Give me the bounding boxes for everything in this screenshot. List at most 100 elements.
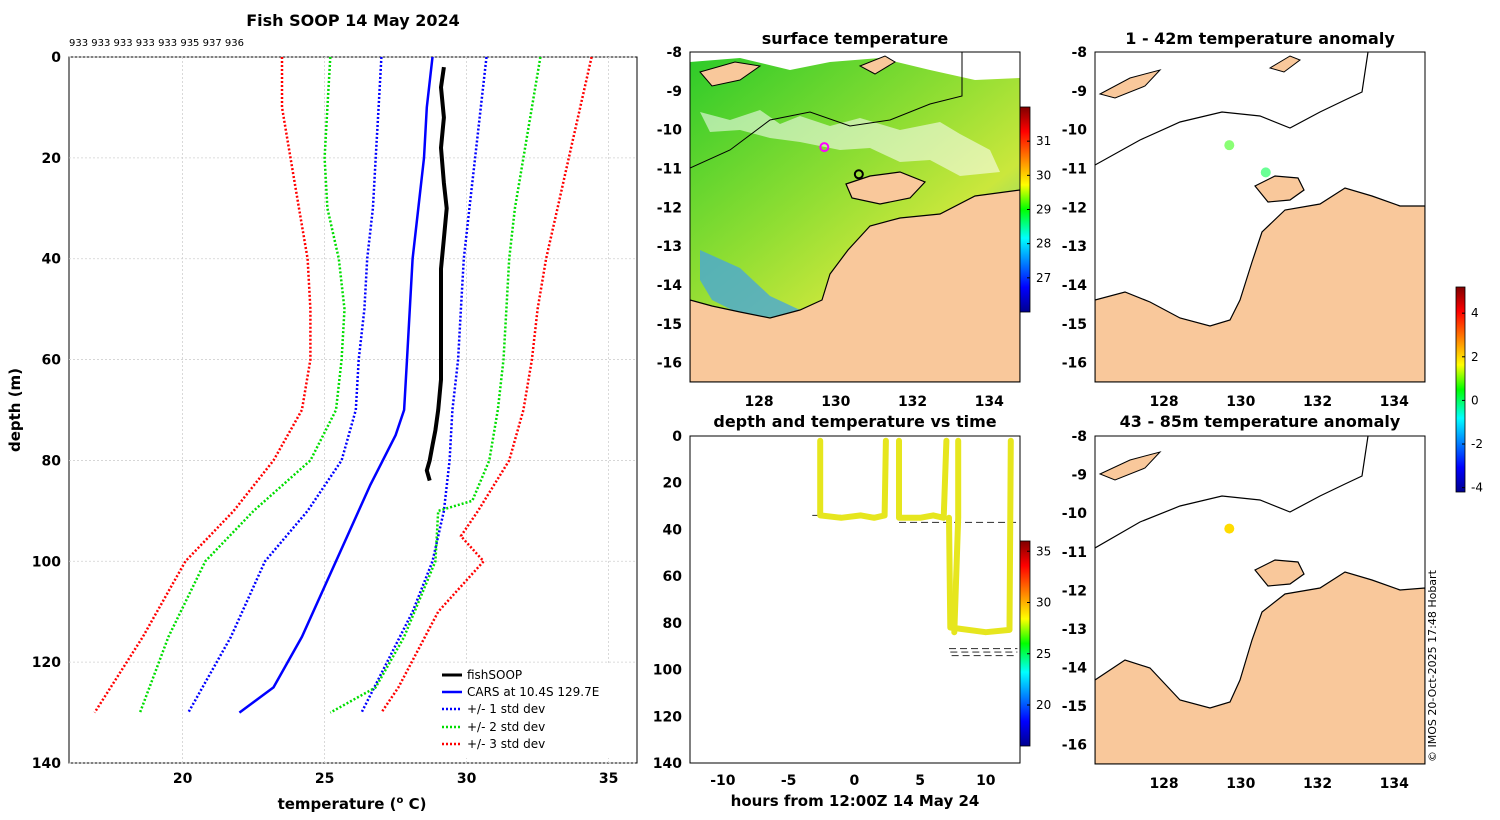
profile-xtick-label: 20 (173, 771, 193, 787)
time-colorbar-tick-label: 25 (1036, 647, 1051, 661)
profile-series-cars-3-std (380, 56, 593, 714)
profile-xtick-label: 30 (457, 771, 477, 787)
surface-xtick-label: 130 (821, 394, 850, 410)
profile-ytick-label: 140 (32, 756, 61, 772)
depth-time-panel: depth and temperature vs time -10 -5 0 5 100… (653, 412, 1052, 810)
anomaly1-land-timor (1098, 69, 1162, 99)
anomaly1-ytick-label: -8 (1071, 45, 1087, 61)
time-depth-track (951, 437, 962, 636)
anomaly2-xtick-label: 130 (1226, 776, 1255, 792)
surface-colorbar-tick-label: 30 (1036, 168, 1051, 182)
anomaly2-axes-box (1094, 435, 1426, 765)
profile-xlabel: temperature (o C) (278, 795, 427, 813)
anomaly2-ytick-label: -10 (1062, 506, 1088, 522)
time-depth-track (896, 437, 950, 521)
anomaly1-ytick-label: -16 (1062, 356, 1087, 372)
time-ytick-label: 120 (653, 709, 682, 725)
profile-ids-label: 933 933 933 933 933 935 937 936 (69, 38, 244, 49)
anomaly1-land-island (1268, 55, 1302, 73)
anomaly2-ytick-label: -13 (1062, 622, 1087, 638)
surface-land-timor (699, 61, 762, 87)
profile-ytick-label: 80 (42, 453, 62, 469)
time-colorbar-tick-label: 35 (1036, 544, 1051, 558)
anomaly2-ytick-label: -15 (1062, 699, 1087, 715)
surface-colorbar-ticks: 27 28 29 30 31 (1027, 134, 1051, 285)
time-ytick-label: 20 (663, 476, 683, 492)
anomaly-colorbar-tick-label: 2 (1471, 350, 1479, 364)
surface-ytick-label: -15 (657, 317, 682, 333)
anomaly-colorbar-tick-label: 0 (1471, 393, 1479, 407)
anomaly2-ytick-label: -8 (1071, 429, 1087, 445)
profile-ytick-label: 0 (51, 50, 61, 66)
anomaly2-ytick-label: -14 (1062, 661, 1088, 677)
time-series (812, 437, 1018, 657)
surface-ytick-label: -12 (657, 200, 682, 216)
anomaly-colorbar-tick-label: -2 (1471, 437, 1483, 451)
anomaly2-ticks: 128 130 132 134 -8 -9 -10 -11 -12 -13 -14 -15 -16 (1062, 429, 1409, 792)
anomaly2-xtick-label: 134 (1380, 776, 1409, 792)
anomaly1-land-tiwi (1254, 175, 1305, 203)
surface-land-tiwi (845, 171, 927, 205)
surface-station-marker (819, 142, 830, 153)
anomaly2-anomaly-point (1224, 523, 1235, 534)
anomaly2-land-timor (1098, 451, 1162, 481)
anomaly2-eez-line (1095, 436, 1369, 549)
surface-ytick-label: -8 (666, 45, 682, 61)
surface-ytick-label: -13 (657, 239, 682, 255)
anomaly1-anomaly-point (1224, 140, 1235, 151)
time-colorbar-ticks: 20 25 30 35 (1027, 544, 1051, 712)
anomaly2-land-mainland (1095, 571, 1425, 764)
profile-xtick-label: 35 (599, 771, 618, 787)
anomaly2-ytick-label: -16 (1062, 738, 1087, 754)
time-ytick-label: 80 (663, 616, 683, 632)
anomaly1-xtick-label: 128 (1149, 394, 1178, 410)
anomaly-colorbar-tick-label: 4 (1471, 306, 1479, 320)
profile-series-fishsoop (424, 66, 449, 482)
time-depth-track (946, 437, 1014, 636)
anomaly1-title: 1 - 42m temperature anomaly (1125, 29, 1395, 48)
anomaly1-axes-box (1094, 51, 1426, 383)
anomaly2-points (1224, 523, 1235, 534)
profile-ytick-label: 40 (42, 252, 62, 268)
profile-series-cars-1-std (187, 56, 383, 714)
surface-xtick-label: 132 (898, 394, 927, 410)
anomaly1-anomaly-point (1260, 167, 1271, 178)
anomaly2-xtick-label: 132 (1303, 776, 1332, 792)
legend-label-fishsoop: fishSOOP (467, 668, 522, 682)
anomaly1-ytick-label: -11 (1062, 161, 1087, 177)
surface-xtick-label: 128 (744, 394, 773, 410)
time-xtick-label: -5 (781, 773, 797, 789)
profile-panel: Fish SOOP 14 May 2024 933 933 933 933 93… (6, 11, 638, 813)
surface-colorbar-tick-label: 27 (1036, 271, 1051, 285)
anomaly1-ytick-label: -15 (1062, 317, 1087, 333)
anomaly-colorbar-tick-label: -4 (1471, 481, 1483, 495)
time-xtick-label: 0 (849, 773, 859, 789)
anomaly1-xtick-label: 132 (1303, 394, 1332, 410)
anomaly1-eez-line (1095, 52, 1369, 166)
surface-land-island (858, 55, 896, 75)
surface-xtick-label: 134 (975, 394, 1004, 410)
profile-ytick-label: 60 (42, 353, 62, 369)
surface-cool-patch (700, 250, 800, 318)
profile-ticks: 20 25 30 35 0 20 40 60 80 100 120 140 (32, 50, 619, 787)
time-xtick-label: 10 (976, 773, 996, 789)
anomaly-colorbar-ticks: -4 -2 0 2 4 (1462, 306, 1483, 495)
profile-ytick-label: 20 (42, 151, 62, 167)
legend-label-1std: +/- 1 std dev (467, 702, 545, 716)
surface-eez-line (690, 52, 963, 169)
profile-series-cars-2-std (138, 56, 346, 714)
profile-title: Fish SOOP 14 May 2024 (246, 11, 460, 30)
anomaly-43-85m-panel: 43 - 85m temperature anomaly 128 130 132 13… (1062, 286, 1483, 792)
anomaly2-ytick-label: -9 (1071, 468, 1087, 484)
surface-colorbar-tick-label: 31 (1036, 134, 1051, 148)
time-xtick-label: -10 (710, 773, 736, 789)
anomaly1-xtick-label: 134 (1380, 394, 1409, 410)
surface-colorbar-tick-label: 29 (1036, 203, 1051, 217)
time-colorbar-tick-label: 20 (1036, 698, 1051, 712)
profile-ytick-label: 120 (32, 655, 61, 671)
profile-xtick-label: 25 (315, 771, 334, 787)
surface-cloud-gaps (700, 110, 1000, 176)
surface-ticks: 128 130 132 134 -8 -9 -10 -11 -12 -13 -14 -15 -16 (657, 45, 1004, 410)
anomaly2-ytick-label: -11 (1062, 545, 1087, 561)
